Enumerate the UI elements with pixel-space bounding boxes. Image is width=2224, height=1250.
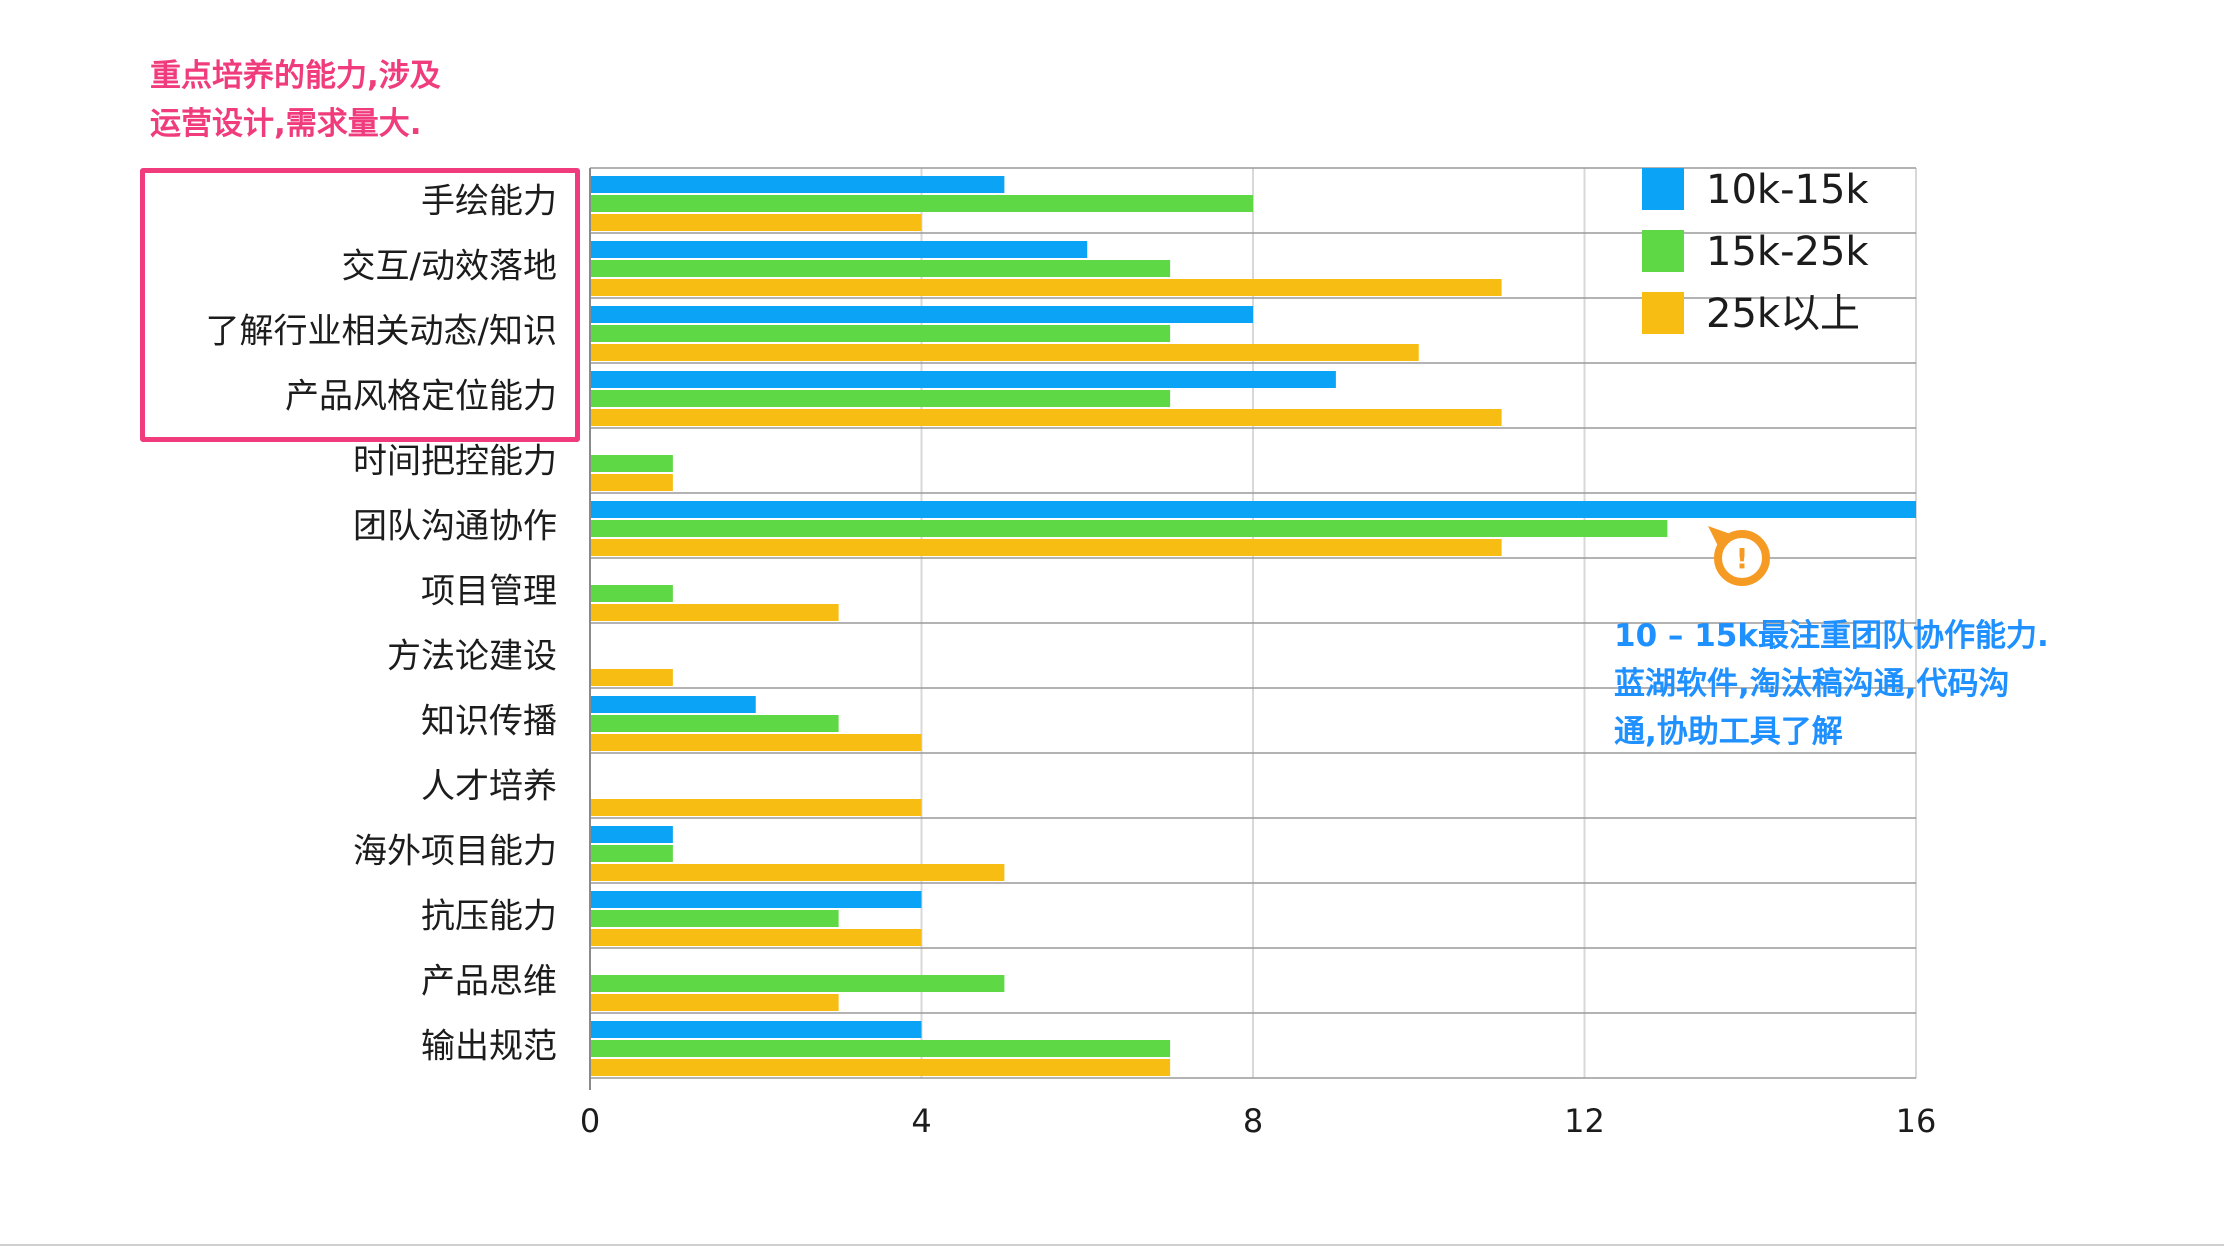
category-label: 输出规范 (421, 1027, 557, 1067)
bar (591, 585, 673, 602)
highlight-box (140, 168, 580, 442)
bar (591, 994, 839, 1011)
bar (591, 325, 1171, 342)
category-label: 人才培养 (421, 767, 557, 807)
bar (591, 1040, 1171, 1057)
category-label: 手绘能力 (421, 182, 557, 222)
bar (591, 734, 922, 751)
bar (591, 455, 673, 472)
bar (591, 799, 922, 816)
bar (591, 279, 1502, 296)
bar (591, 891, 922, 908)
x-tick-label: 0 (580, 1102, 600, 1140)
category-label: 抗压能力 (421, 897, 557, 937)
legend-label: 10k-15k (1706, 167, 1869, 213)
category-label: 知识传播 (421, 702, 557, 742)
legend-label: 15k-25k (1706, 229, 1869, 275)
x-tick-label: 8 (1243, 1102, 1263, 1140)
bar (591, 195, 1253, 212)
bar (591, 176, 1005, 193)
marker-pointer (1708, 526, 1736, 550)
bar (591, 715, 839, 732)
category-label: 产品风格定位能力 (285, 377, 557, 417)
exclamation-glyph: ! (1736, 542, 1749, 575)
bar (591, 975, 1005, 992)
bar (591, 409, 1502, 426)
right-annotation-line: 通,协助工具了解 (1614, 714, 1843, 751)
right-annotation-line: 10 – 15k最注重团队协作能力. (1614, 618, 2049, 654)
bar (591, 344, 1419, 361)
bar (591, 929, 922, 946)
bar (591, 241, 1088, 258)
legend: 10k-15k 15k-25k 25k以上 (1642, 167, 1869, 337)
category-label: 交互/动效落地 (342, 247, 557, 287)
bar (591, 474, 673, 491)
grid-layer (589, 167, 1917, 1090)
category-label: 方法论建设 (387, 637, 557, 677)
category-label-layer: 手绘能力交互/动效落地了解行业相关动态/知识产品风格定位能力时间把控能力团队沟通… (206, 182, 557, 1067)
right-annotation-line: 蓝湖软件,淘汰稿沟通,代码沟 (1614, 666, 2010, 703)
x-tick-label: 12 (1564, 1102, 1605, 1140)
x-tick-label: 4 (911, 1102, 931, 1140)
exclamation-icon (1714, 530, 1770, 586)
bar (591, 501, 1916, 518)
bar-layer (591, 176, 1916, 1076)
category-label: 项目管理 (421, 572, 557, 612)
category-label: 时间把控能力 (353, 442, 557, 482)
bar (591, 520, 1668, 537)
bar (591, 214, 922, 231)
legend-swatch (1642, 292, 1684, 334)
category-label: 产品思维 (421, 962, 557, 1002)
bar (591, 260, 1171, 277)
bar (591, 864, 1005, 881)
x-tick-label: 16 (1896, 1102, 1937, 1140)
bottom-divider (0, 1244, 2224, 1246)
top-annotation-line: 运营设计,需求量大. (150, 106, 422, 143)
category-label: 团队沟通协作 (353, 507, 557, 547)
tick-label-layer: 0 4 8 12 16 (580, 1102, 1937, 1140)
legend-swatch (1642, 230, 1684, 272)
top-annotation: 重点培养的能力,涉及 运营设计,需求量大. (150, 52, 441, 148)
bar (591, 669, 673, 686)
bar (591, 1021, 922, 1038)
category-label: 海外项目能力 (353, 832, 557, 872)
bar (591, 539, 1502, 556)
legend-label: 25k以上 (1706, 291, 1860, 337)
bar (591, 306, 1253, 323)
category-label: 了解行业相关动态/知识 (206, 312, 557, 352)
right-annotation: 10 – 15k最注重团队协作能力. 蓝湖软件,淘汰稿沟通,代码沟 通,协助工具… (1614, 612, 2049, 756)
bar (591, 845, 673, 862)
bar (591, 696, 756, 713)
bar (591, 390, 1171, 407)
bar (591, 910, 839, 927)
bar (591, 604, 839, 621)
bar (591, 371, 1336, 388)
annotation-marker: ! (1708, 526, 1770, 586)
legend-swatch (1642, 168, 1684, 210)
top-annotation-line: 重点培养的能力,涉及 (150, 58, 441, 94)
bar (591, 1059, 1171, 1076)
bar (591, 826, 673, 843)
